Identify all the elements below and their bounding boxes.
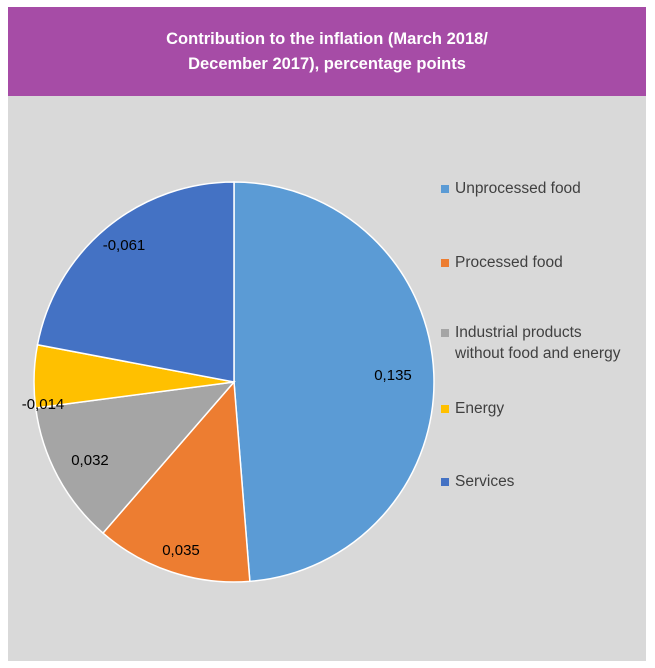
legend-swatch xyxy=(441,259,449,267)
chart-title-line-1: Contribution to the inflation (March 201… xyxy=(166,29,488,48)
legend-swatch xyxy=(441,405,449,413)
legend-item: Energy xyxy=(441,398,504,419)
legend-item: Industrial products without food and ener… xyxy=(441,322,620,364)
pie-slice-services xyxy=(36,181,235,383)
legend-item: Services xyxy=(441,471,514,492)
legend-label: Processed food xyxy=(455,254,563,271)
pie-slice-processed-food xyxy=(101,380,251,583)
legend-swatch xyxy=(441,329,449,337)
data-label: 0,035 xyxy=(162,542,200,559)
legend-item: Unprocessed food xyxy=(441,178,581,199)
data-label: 0,135 xyxy=(374,367,412,384)
legend-label: Industrial products without food and ener… xyxy=(455,324,621,362)
data-label: -0,061 xyxy=(103,237,146,254)
legend-label: Services xyxy=(455,473,515,490)
pie-slice-industrial-products-without-food-and-energy xyxy=(34,380,236,535)
legend-item: Processed food xyxy=(441,252,563,273)
chart-title-line-2: December 2017), percentage points xyxy=(188,54,466,73)
legend-swatch xyxy=(441,478,449,486)
chart-title-bar: Contribution to the inflation (March 201… xyxy=(8,7,646,96)
pie-slice-unprocessed-food xyxy=(233,181,435,583)
legend-label: Energy xyxy=(455,400,505,417)
data-label: 0,032 xyxy=(71,452,109,469)
legend-label: Unprocessed food xyxy=(455,180,581,197)
legend-swatch xyxy=(441,185,449,193)
chart-title: Contribution to the inflation (March 201… xyxy=(112,27,542,77)
data-label: -0,014 xyxy=(22,396,65,413)
